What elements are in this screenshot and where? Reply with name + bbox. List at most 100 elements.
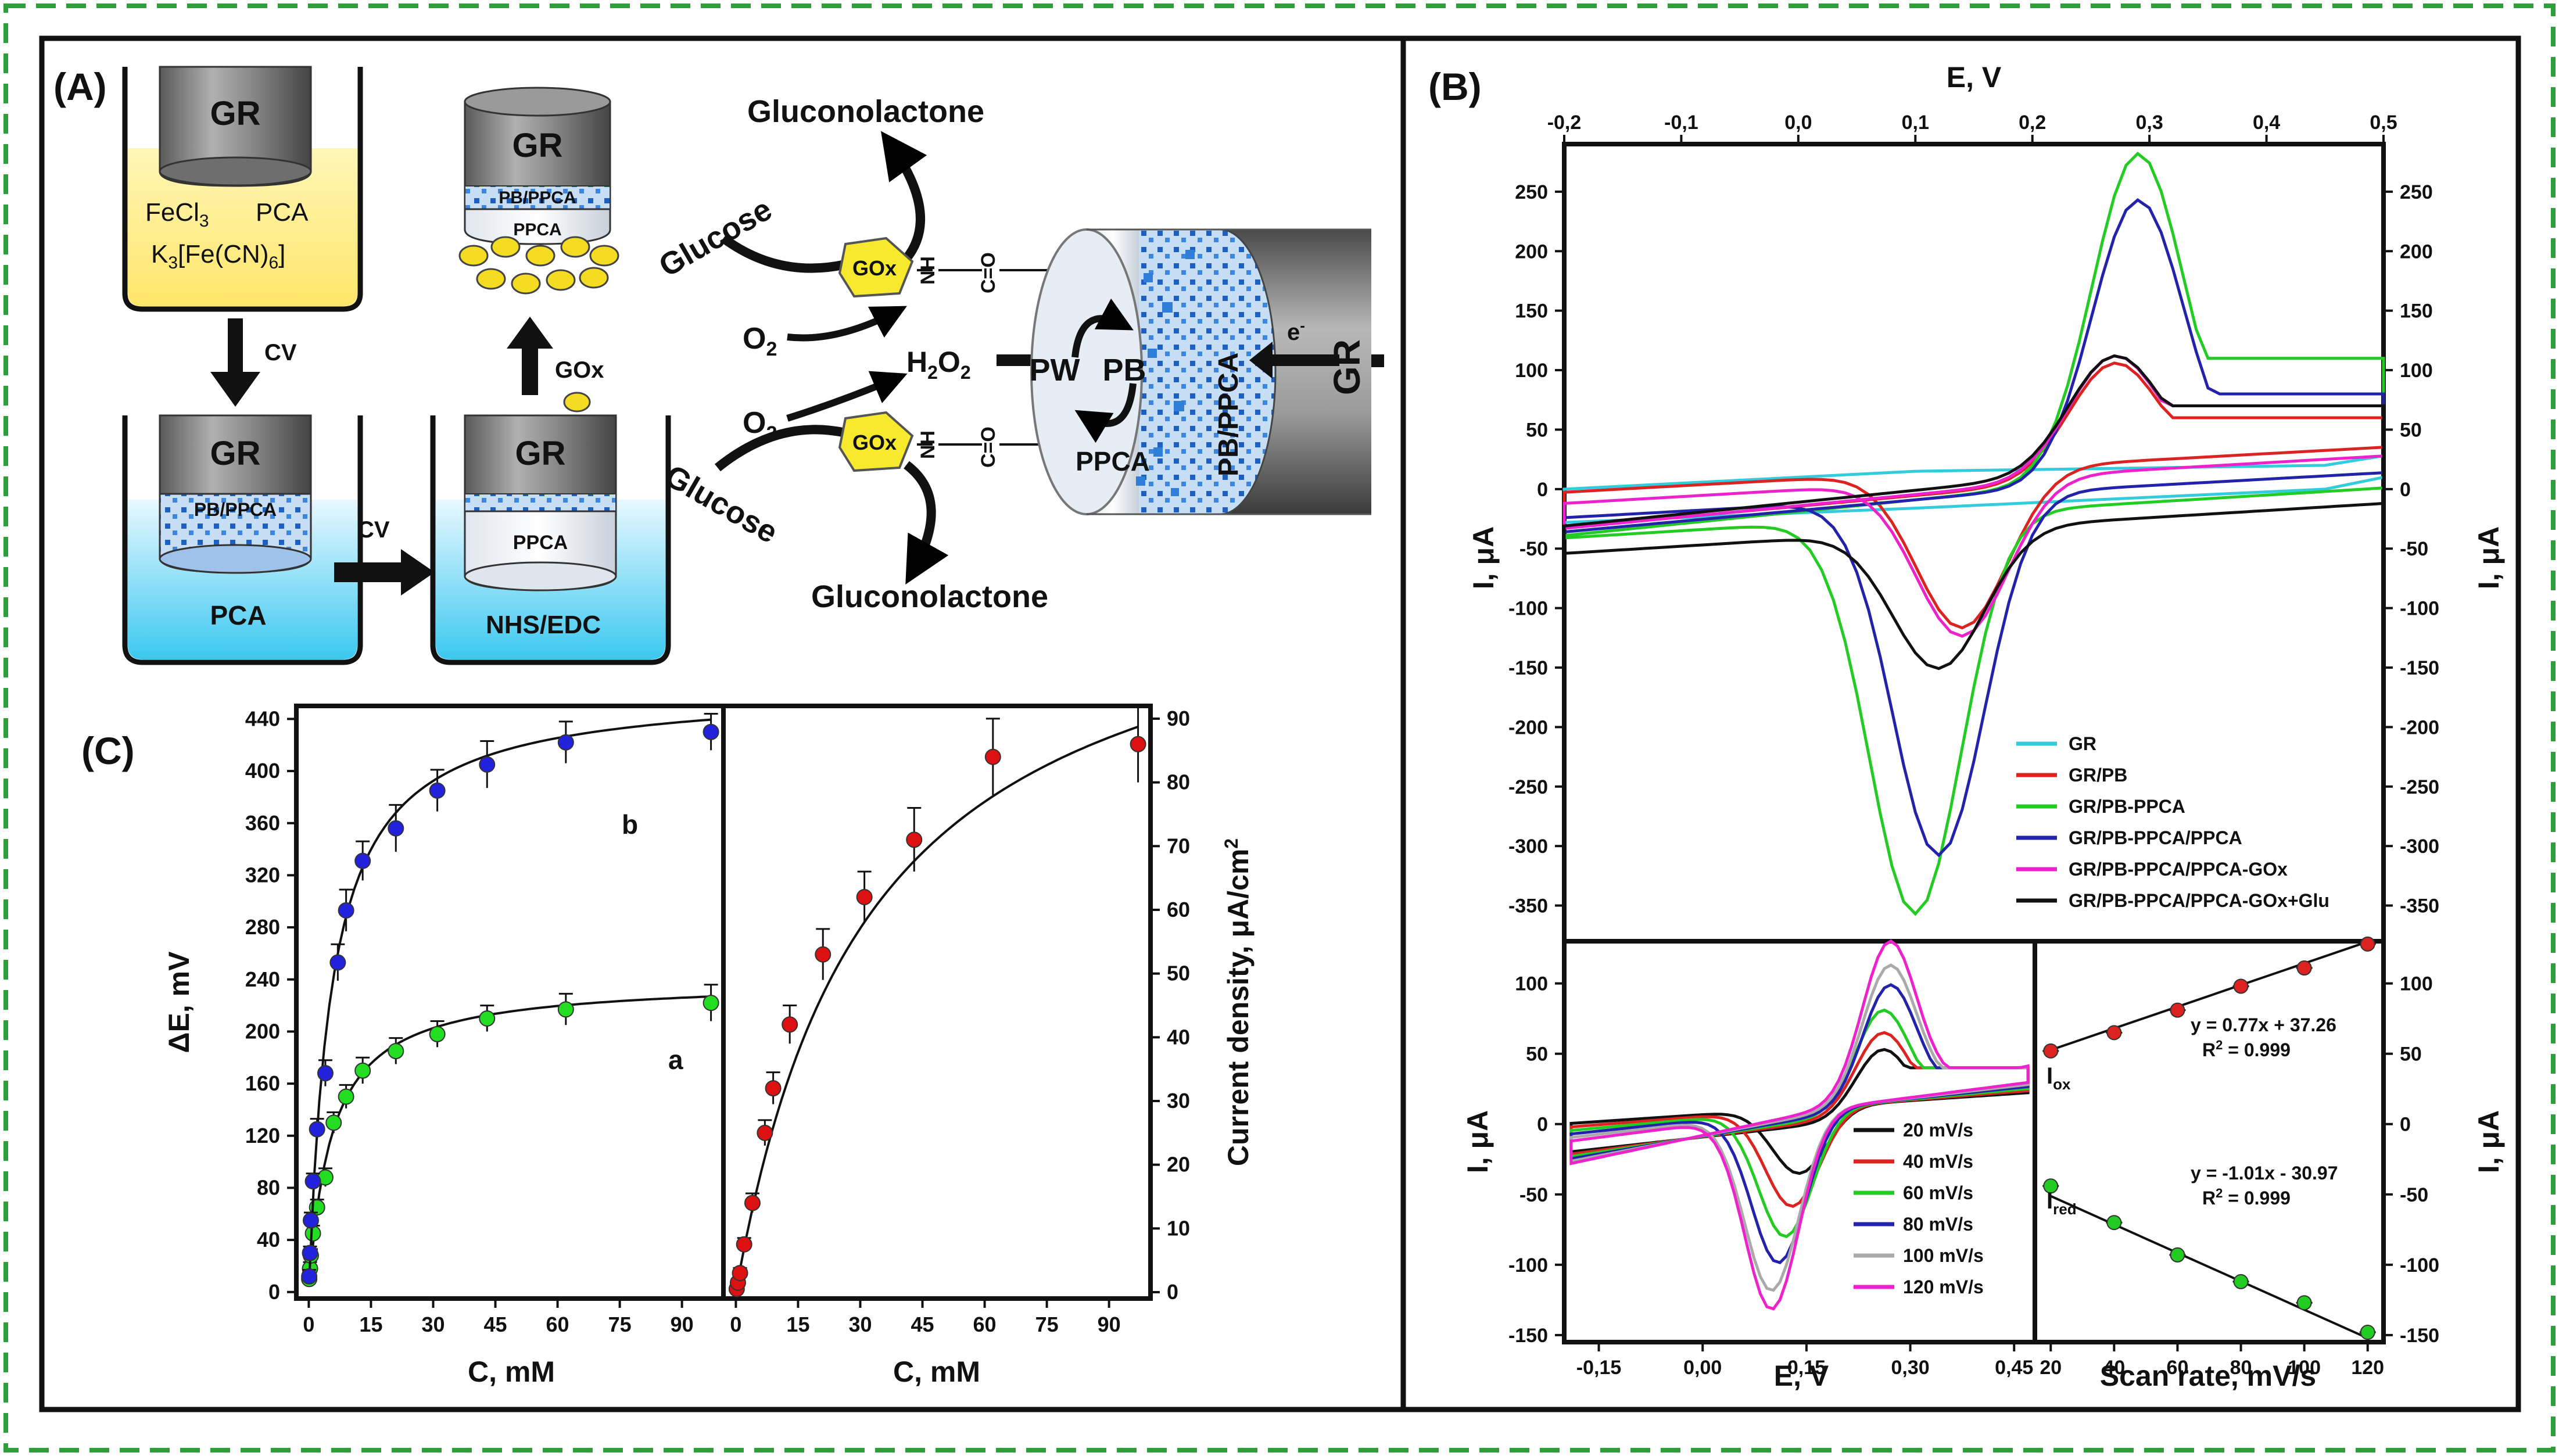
cv-ytick-label-left: 0	[1537, 479, 1548, 501]
pot-ytick-label: 240	[245, 967, 280, 991]
amp-xtick-label: 15	[786, 1312, 809, 1336]
cv-right-ylabel: I, μA	[2472, 526, 2505, 589]
pot-point	[429, 1025, 446, 1042]
amp-ylabel: Current density, μA/cm2	[1221, 838, 1255, 1166]
cv-ytick-label-left: 100	[1515, 360, 1548, 382]
gox-beads-cluster	[458, 236, 619, 295]
sr-legend-label: 120 mV/s	[1903, 1276, 1984, 1297]
pot-point	[304, 1173, 321, 1190]
scanrate-cv-chart: E, V I, μA -0,15 0,00 0,15 0,30 0,45 100 50 0 -5…	[1461, 939, 2037, 1392]
amp-point	[732, 1265, 748, 1282]
pot-point	[388, 1043, 404, 1060]
cv-xtick-label: -0,2	[1547, 112, 1582, 134]
amp-point	[906, 831, 923, 848]
o2-arrow-top	[787, 306, 907, 342]
gox-bead	[563, 392, 591, 413]
reaction-scheme: Gluconolactone Gluconolactone Glucose Gl…	[653, 94, 1063, 614]
lin-point	[2360, 1325, 2375, 1340]
gluconolactone-bottom: Gluconolactone	[811, 579, 1048, 614]
lin-xtick-label: 80	[2230, 1357, 2252, 1379]
cv-curve-3	[1562, 152, 2385, 916]
cv-ytick-label-left: 150	[1515, 300, 1548, 322]
lin-xtick-label: 20	[2040, 1357, 2062, 1379]
pot-point	[309, 1121, 325, 1138]
pot-xtick-label: 75	[608, 1312, 632, 1336]
cv-ytick-label-right: 100	[2400, 360, 2433, 382]
sr-xtick-label: -0,15	[1576, 1357, 1622, 1379]
sr-legend-label: 40 mV/s	[1903, 1151, 1973, 1172]
beaker-1: GR FeCl3 PCA K3[Fe(CN)6]	[122, 66, 363, 312]
amp-point	[856, 889, 873, 906]
pot-ytick-label: 80	[257, 1175, 280, 1199]
gox-label-top: GOx	[852, 256, 897, 280]
gox-arrow-up	[507, 317, 553, 395]
sr-ytick-label: -100	[1508, 1254, 1548, 1276]
panel-label-b: (B)	[1428, 65, 1482, 108]
gr-label-side: GR	[1326, 339, 1368, 395]
lin-point	[2106, 1215, 2122, 1231]
cv-legend-label: GR/PB-PPCA	[2069, 796, 2185, 817]
cv-xtick-label: 0,3	[2136, 112, 2163, 134]
pot-point	[338, 902, 354, 919]
pot-xtick-label: 0	[303, 1312, 314, 1336]
amp-xtick-label: 75	[1035, 1312, 1059, 1336]
pot-xtick-label: 15	[359, 1312, 382, 1336]
cv-ytick-label-left: 50	[1526, 419, 1548, 441]
iox-label: Iox	[2047, 1063, 2071, 1093]
amp-xtick-label: 45	[911, 1312, 934, 1336]
r2-red: R2 = 0.999	[2202, 1186, 2291, 1208]
cv-curve-6	[1562, 354, 2385, 670]
pw-label: PW	[1030, 353, 1080, 388]
pot-ytick-label: 200	[245, 1019, 280, 1043]
co-label-bottom: C=O	[977, 426, 999, 468]
lin-ytick-label: -100	[2400, 1254, 2439, 1276]
pot-point	[388, 820, 404, 837]
glucose-top: Glucose	[653, 192, 778, 284]
pot-point	[325, 1114, 342, 1131]
pot-point	[301, 1268, 318, 1285]
amp-ytick-label: 90	[1167, 707, 1190, 730]
eq-red: y = -1.01x - 30.97	[2191, 1163, 2338, 1184]
lin-xtick-label: 120	[2351, 1357, 2384, 1379]
curve-arrow-top-in	[721, 234, 847, 273]
amp-point	[736, 1236, 752, 1253]
amp-point	[744, 1195, 761, 1211]
cv-ytick-label-right: 150	[2400, 300, 2433, 322]
lin-fit-line	[2050, 940, 2368, 1052]
redox-cycle-bottom	[1074, 383, 1137, 443]
cv-chart: E, V I, μA I, μA -0,2 -0,1 0,0 0,1 0,2 0,3 0,4…	[1467, 61, 2505, 944]
pot-ytick-label: 280	[245, 915, 280, 939]
lin-ytick-label: -50	[2400, 1184, 2428, 1206]
pot-ytick-label: 120	[245, 1124, 280, 1147]
cv-legend-label: GR/PB-PPCA/PPCA-GOx+Glu	[2069, 890, 2329, 911]
pot-xtick-label: 90	[671, 1312, 694, 1336]
cv-left-ylabel: I, μA	[1467, 526, 1500, 589]
pot-ytick-label: 320	[245, 863, 280, 887]
gox-electrode: GR PB/PPCA PPCA	[458, 87, 619, 295]
amp-ytick-label: 20	[1167, 1153, 1190, 1177]
cv-ytick-label-right: 0	[2400, 479, 2411, 501]
pot-point	[329, 954, 346, 971]
pot-point	[703, 723, 719, 740]
pca-label: PCA	[256, 198, 309, 227]
pot-fit-curve	[308, 718, 711, 1282]
linear-plot-frame	[2033, 939, 2386, 1344]
pot-ylabel: ΔE, mV	[163, 951, 195, 1053]
scheme-panel: (A) GR FeCl3 PCA K3[Fe(CN)6] CV GR PB/PP…	[53, 65, 1384, 665]
lin-ytick-label: 50	[2400, 1043, 2422, 1066]
sr-legend-label: 100 mV/s	[1903, 1245, 1984, 1266]
gox-enzyme-bottom	[838, 411, 914, 472]
pot-point	[317, 1065, 334, 1082]
amp-xlabel: C, mM	[893, 1355, 980, 1388]
co-label-top: C=O	[977, 252, 999, 293]
lin-fit-line	[2050, 1195, 2368, 1339]
cv-ytick-label-right: -300	[2400, 835, 2439, 858]
lin-point	[2106, 1025, 2122, 1041]
gox-label-bottom: GOx	[852, 431, 897, 454]
lin-ytick-label: -150	[2400, 1325, 2439, 1347]
pot-point	[557, 1001, 574, 1018]
sr-ytick-label: -50	[1519, 1184, 1548, 1206]
pot-plot-frame	[294, 704, 726, 1301]
cv-legend-label: GR/PB-PPCA/PPCA	[2069, 827, 2242, 848]
